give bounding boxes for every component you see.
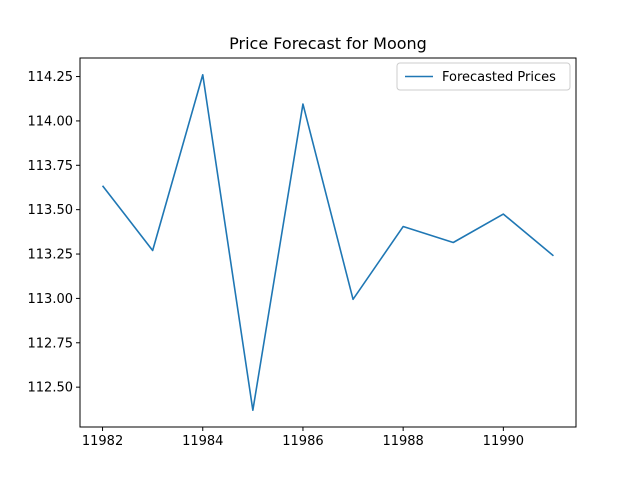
series-line-0 bbox=[101, 73, 554, 412]
legend-label: Forecasted Prices bbox=[442, 70, 556, 85]
y-tick-label: 113.25 bbox=[28, 248, 74, 263]
x-tick-label: 11988 bbox=[382, 434, 423, 449]
y-tick-label: 113.50 bbox=[28, 203, 74, 218]
y-tick-label: 112.75 bbox=[28, 336, 74, 351]
x-tick-label: 11984 bbox=[182, 434, 223, 449]
legend-box bbox=[396, 62, 571, 91]
y-tick-label: 112.50 bbox=[28, 381, 74, 396]
y-tick-label: 114.25 bbox=[28, 70, 74, 85]
x-tick-label: 11986 bbox=[282, 434, 323, 449]
plot-area: 11982 11984 11986 11988 11990 112.50 112.75 113… bbox=[28, 57, 577, 449]
chart-title: Price Forecast for Moong bbox=[229, 34, 427, 53]
y-tick-label: 113.75 bbox=[28, 159, 74, 174]
y-tick-label: 114.00 bbox=[28, 114, 74, 129]
y-tick-label: 113.00 bbox=[28, 292, 74, 307]
x-tick-label: 11990 bbox=[483, 434, 524, 449]
axes-frame bbox=[79, 57, 577, 428]
x-tick-label: 11982 bbox=[82, 434, 123, 449]
